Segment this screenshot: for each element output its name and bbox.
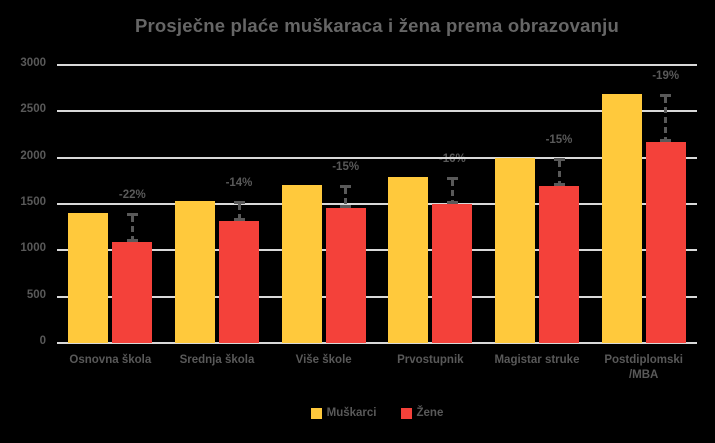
gridline-2500 (57, 110, 697, 113)
bar-women-magistar-struke (539, 186, 579, 343)
x-label-magistar-struke: Magistar struke (494, 354, 580, 366)
gridline-1500 (57, 203, 697, 205)
diff-label-srednja-kola: -14% (225, 177, 253, 190)
legend-swatch-ene (400, 407, 412, 419)
connector-cap-top (553, 157, 565, 161)
y-tick-1500: 1500 (20, 196, 46, 208)
y-tick-500: 500 (26, 288, 46, 301)
connector-cap-top (660, 93, 672, 97)
connector-dashed-line (450, 180, 454, 201)
bar-women-srednja-kola (219, 220, 259, 343)
bar-women-prvostupnik (432, 204, 473, 343)
x-label-osnovna-kola: Osnovna škola (69, 354, 152, 366)
bar-men-postdiplomski-mba (601, 93, 642, 343)
diff-connector-vi-e-kole (340, 185, 352, 208)
gridline-1000 (57, 249, 697, 252)
legend-label-ene: Žene (416, 407, 444, 419)
gridline-2000 (57, 156, 697, 159)
legend-label-mu-karci: Muškarci (326, 407, 377, 419)
connector-cap-top (446, 177, 458, 181)
bar-men-magistar-struke (495, 157, 535, 343)
y-tick-2500: 2500 (20, 103, 46, 116)
x-label-prvostupnik: Prvostupnik (397, 354, 464, 366)
diff-label-postdiplomski-mba: -19% (652, 69, 680, 82)
connector-cap-bottom (126, 238, 138, 242)
connector-cap-top (340, 185, 352, 189)
connector-dashed-line (344, 188, 348, 205)
diff-label-osnovna-kola: -22% (118, 189, 146, 202)
connector-cap-bottom (233, 217, 245, 221)
connector-dashed-line (237, 204, 241, 218)
connector-dashed-line (557, 160, 561, 184)
gridline-0 (57, 342, 697, 344)
diff-connector-magistar-struke (553, 157, 565, 187)
diff-connector-prvostupnik (446, 177, 458, 204)
x-label-postdiplomski-mba: Postdiplomski /MBA (604, 354, 683, 381)
bar-women-postdiplomski-mba (645, 141, 686, 343)
diff-connector-postdiplomski-mba (660, 93, 672, 142)
connector-cap-bottom (660, 138, 672, 142)
connector-dashed-line (130, 216, 134, 239)
bar-men-osnovna-kola (68, 213, 109, 343)
chart-title: Prosječne plaće muškaraca i žena prema o… (134, 15, 620, 36)
x-label-vi-e-kole: Više škole (295, 354, 352, 366)
connector-dashed-line (664, 96, 668, 139)
y-tick-0: 0 (39, 335, 46, 347)
connector-cap-top (126, 213, 138, 217)
diff-label-magistar-struke: -15% (545, 133, 573, 146)
y-tick-2000: 2000 (20, 149, 46, 162)
legend: Muškarci Žene (57, 407, 697, 419)
gridline-500 (57, 295, 697, 298)
y-tick-1000: 1000 (20, 242, 46, 255)
bar-men-srednja-kola (175, 201, 215, 343)
bar-men-vi-e-kole (281, 185, 322, 343)
bar-men-prvostupnik (388, 177, 429, 343)
diff-connector-srednja-kola (233, 201, 245, 221)
legend-swatch-mu-karci (310, 407, 322, 419)
diff-connector-osnovna-kola (126, 213, 138, 242)
connector-cap-bottom (340, 204, 352, 208)
diff-label-vi-e-kole: -15% (332, 161, 360, 174)
gridline-3000 (57, 64, 697, 66)
bar-women-osnovna-kola (112, 241, 153, 343)
connector-cap-bottom (446, 200, 458, 204)
bar-women-vi-e-kole (325, 207, 366, 343)
legend-item-ene: Žene (400, 407, 444, 419)
connector-cap-bottom (553, 183, 565, 187)
diff-label-prvostupnik: -16% (438, 153, 466, 166)
y-tick-3000: 3000 (20, 57, 46, 69)
connector-cap-top (233, 201, 245, 205)
legend-item-mu-karci: Muškarci (310, 407, 377, 419)
x-label-srednja-kola: Srednja škola (179, 354, 255, 366)
